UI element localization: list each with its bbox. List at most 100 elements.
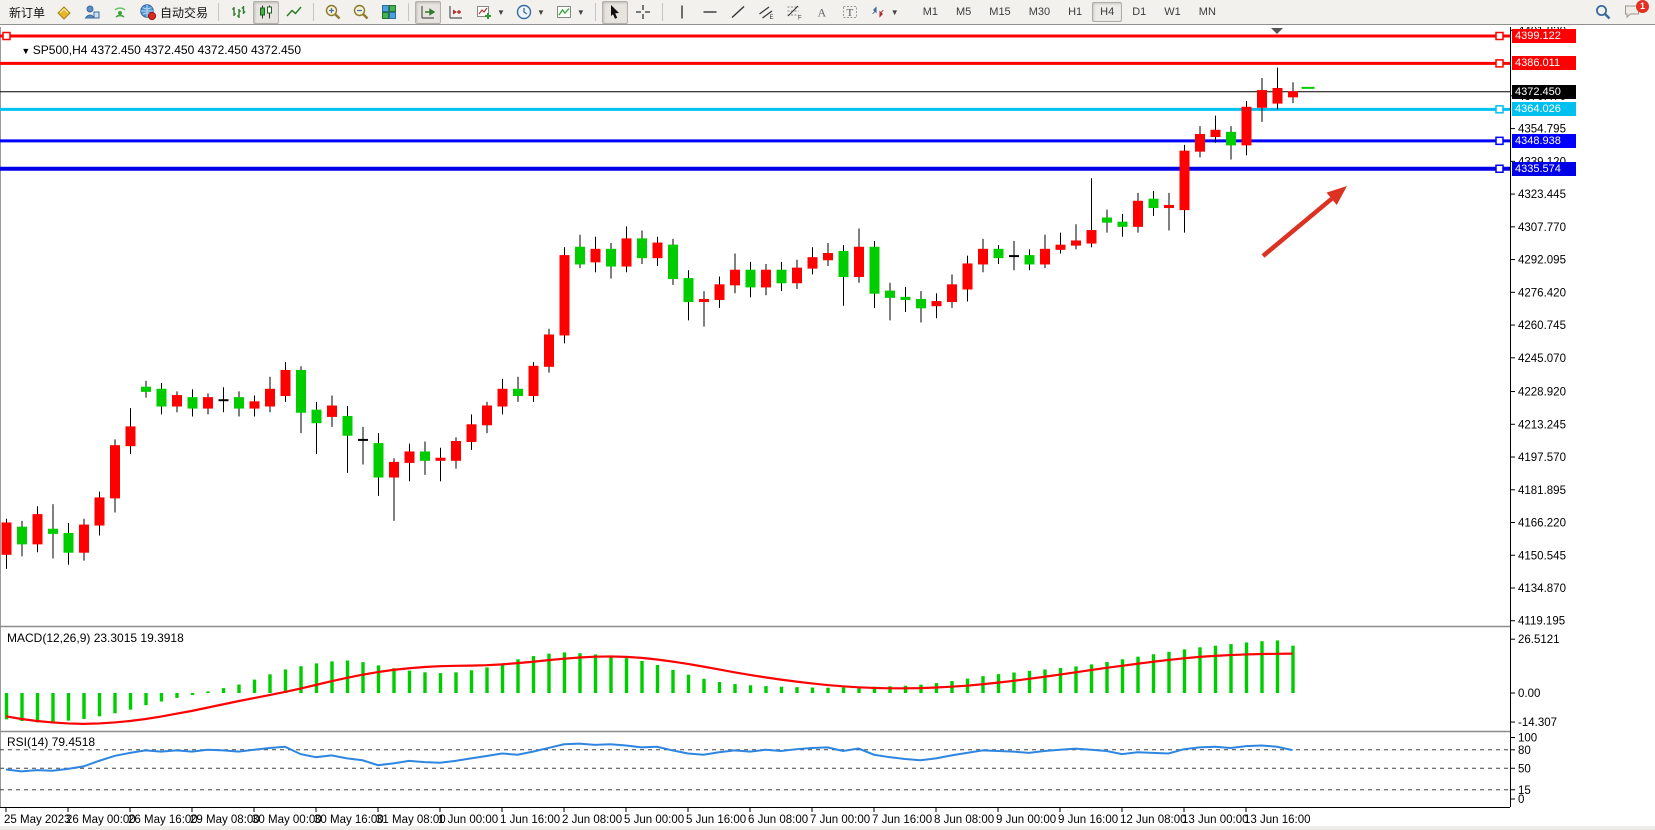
line-chart-button[interactable] xyxy=(281,1,307,24)
indicators-button[interactable]: ▼ xyxy=(471,1,509,24)
new-order-button[interactable]: 新订单 xyxy=(5,1,49,24)
candle-body xyxy=(544,334,554,367)
market-watch-button[interactable] xyxy=(51,1,77,24)
candle-body xyxy=(559,255,570,336)
chart-shift-marker[interactable] xyxy=(1271,28,1283,34)
candle-body xyxy=(296,369,306,413)
auto-scroll-button[interactable] xyxy=(415,0,442,24)
vertical-line-tool-button[interactable] xyxy=(669,1,695,24)
text-tool-button[interactable]: A xyxy=(809,1,835,24)
periods-icon xyxy=(516,4,532,20)
date-tick-label: 6 Jun 08:00 xyxy=(748,814,808,826)
candle-body xyxy=(807,257,818,269)
candle-body xyxy=(1055,244,1066,250)
zoom-in-button[interactable] xyxy=(320,1,346,24)
main-chart-panel xyxy=(0,31,1510,569)
date-tick-label: 31 May 08:00 xyxy=(376,814,446,826)
price-tick-label: 4134.870 xyxy=(1518,583,1566,595)
chart-canvas[interactable]: 4401.8204370.4704354.7954339.1204323.445… xyxy=(0,25,1655,830)
bar-chart-icon xyxy=(232,6,246,18)
templates-button[interactable]: ▼ xyxy=(551,1,589,24)
chart-dropdown-icon[interactable]: ▼ xyxy=(21,46,33,56)
candle-body xyxy=(327,405,337,417)
date-tick-label: 8 Jun 08:00 xyxy=(934,814,994,826)
toolbar-separator xyxy=(313,3,315,21)
candlestick-chart-button[interactable] xyxy=(253,0,280,24)
zoom-out-button[interactable] xyxy=(348,1,374,24)
search-button[interactable] xyxy=(1590,1,1616,24)
price-tick-label: 4150.545 xyxy=(1518,550,1566,562)
tile-windows-button[interactable] xyxy=(376,1,402,24)
arrows-tool-button[interactable]: ▼ xyxy=(865,1,903,24)
date-tick-label: 26 May 16:00 xyxy=(128,814,198,826)
signals-button[interactable] xyxy=(107,1,133,24)
candle-body xyxy=(497,388,508,407)
chart-shift-button[interactable] xyxy=(443,1,469,24)
rsi-tick-label: 80 xyxy=(1518,745,1531,757)
candle-body xyxy=(730,269,740,286)
dropdown-arrow-icon: ▼ xyxy=(576,7,585,17)
candle-body xyxy=(451,441,461,461)
chart-title: ▼ SP500,H4 4372.450 4372.450 4372.450 43… xyxy=(21,43,302,57)
price-tick-label: 4245.070 xyxy=(1518,353,1566,365)
templates-icon xyxy=(556,6,571,18)
zoom-out-icon xyxy=(353,4,369,20)
arrow-annotation[interactable] xyxy=(1261,197,1334,258)
tab-timeframe-H4[interactable]: H4 xyxy=(1092,2,1123,22)
candlestick-icon xyxy=(260,5,273,19)
trendline-tool-button[interactable] xyxy=(725,1,751,24)
periods-button[interactable]: ▼ xyxy=(511,1,549,24)
candle-body xyxy=(838,250,849,277)
tab-timeframe-H1[interactable]: H1 xyxy=(1068,6,1083,18)
tab-timeframe-M1[interactable]: M1 xyxy=(922,6,938,18)
crosshair-tool-button[interactable] xyxy=(630,1,656,24)
bar-chart-button[interactable] xyxy=(225,1,251,24)
candle-body xyxy=(1241,106,1252,146)
candle-body xyxy=(962,263,973,290)
autotrade-label: 自动交易 xyxy=(160,5,209,20)
rsi-tick-label: 50 xyxy=(1518,763,1531,775)
tab-timeframe-D1[interactable]: D1 xyxy=(1132,6,1147,18)
candle-body xyxy=(203,397,213,409)
tab-timeframe-W1[interactable]: W1 xyxy=(1164,6,1181,18)
price-tick-label: 4276.420 xyxy=(1518,287,1566,299)
window-bottom-edge xyxy=(0,826,1655,830)
chat-button[interactable]: 1 xyxy=(1623,0,1649,22)
candle-body xyxy=(265,388,275,407)
tab-timeframe-M30[interactable]: M30 xyxy=(1028,6,1051,18)
timeframe-bar: M1 M5 M15 M30 H1 H4 D1 W1 MN xyxy=(914,2,1225,22)
candle-body xyxy=(1257,90,1267,108)
cursor-icon xyxy=(610,5,619,19)
candle-body xyxy=(978,248,988,265)
rsi-panel xyxy=(0,742,1510,791)
tab-timeframe-M5[interactable]: M5 xyxy=(956,6,972,18)
date-tick-label: 7 Jun 00:00 xyxy=(810,814,870,826)
candle-body xyxy=(590,248,601,263)
candle-body xyxy=(466,424,477,443)
channel-icon: E xyxy=(758,6,773,21)
date-tick-label: 7 Jun 16:00 xyxy=(872,814,932,826)
candle-body xyxy=(854,246,864,277)
channel-tool-button[interactable]: E xyxy=(753,1,779,24)
candle-body xyxy=(823,253,833,261)
toolbar-separator xyxy=(218,3,220,21)
cursor-tool-button[interactable] xyxy=(601,0,628,24)
hline-handle xyxy=(1495,31,1504,41)
candle-body xyxy=(156,388,167,407)
date-tick-label: 1 Jun 16:00 xyxy=(500,814,560,826)
data-window-button[interactable] xyxy=(79,1,105,24)
fibonacci-tool-button[interactable]: F xyxy=(781,1,807,24)
horizontal-line-tool-button[interactable] xyxy=(697,1,723,24)
dropdown-arrow-icon: ▼ xyxy=(536,7,545,17)
candle-body xyxy=(94,497,105,526)
arrow-annotation-head[interactable] xyxy=(1326,186,1347,205)
label-tool-button[interactable]: T xyxy=(837,1,863,24)
text-icon: A xyxy=(817,6,826,20)
tab-timeframe-MN[interactable]: MN xyxy=(1198,6,1216,18)
autotrade-button[interactable]: 自动交易 xyxy=(135,1,212,24)
candle-body xyxy=(885,290,895,298)
tab-timeframe-M15[interactable]: M15 xyxy=(989,6,1011,18)
candle-body xyxy=(234,397,244,409)
tile-windows-icon xyxy=(382,5,397,19)
